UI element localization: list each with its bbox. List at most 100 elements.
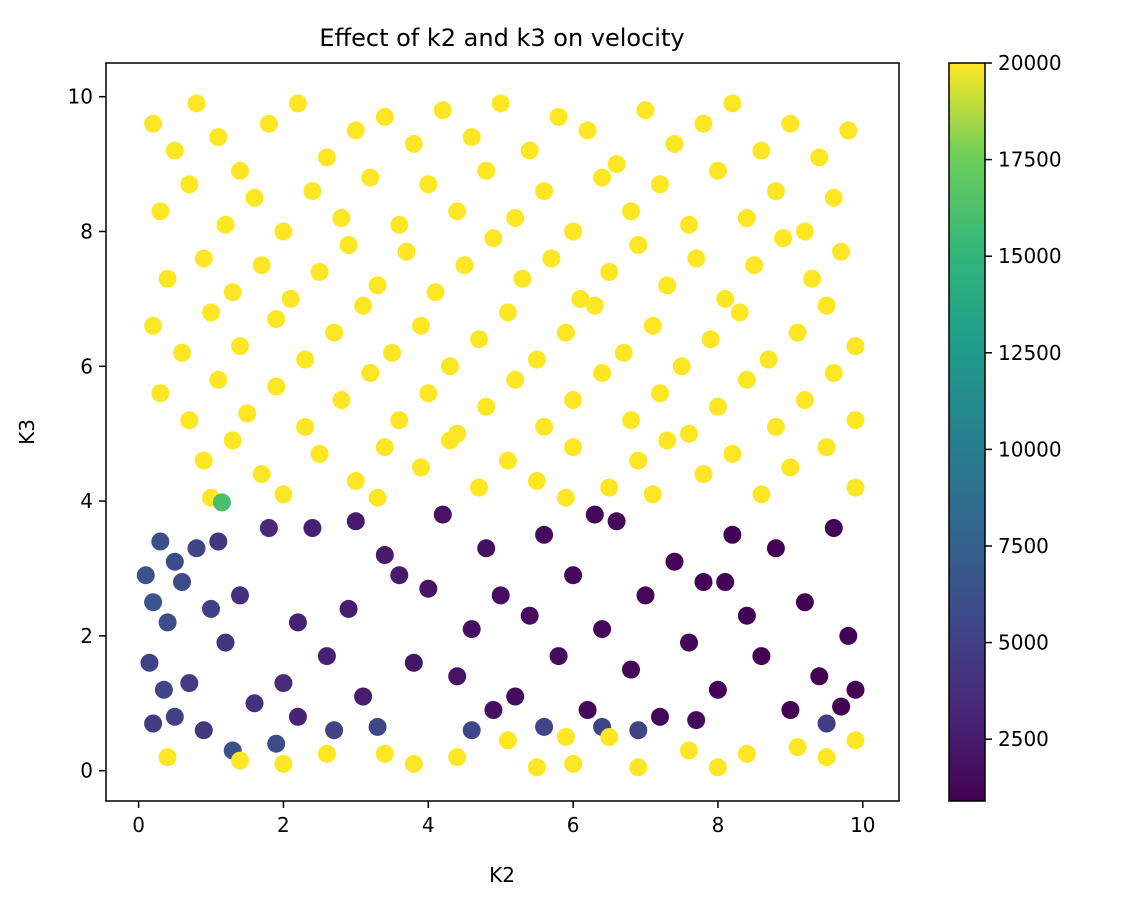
- data-point-13: [491, 94, 510, 113]
- data-point-91: [643, 316, 662, 335]
- data-point-178: [629, 721, 648, 740]
- data-point-204: [651, 707, 669, 726]
- data-point-6: [288, 94, 307, 113]
- data-point-161: [165, 707, 184, 726]
- data-point-133: [498, 451, 517, 470]
- data-point-68: [687, 249, 706, 268]
- x-tick-label-3: 6: [567, 813, 580, 837]
- y-tick-label-0: 0: [80, 759, 93, 783]
- data-point-50: [158, 269, 177, 288]
- y-tick-label-3: 6: [80, 354, 93, 378]
- data-point-192: [477, 539, 496, 558]
- data-point-215: [810, 667, 829, 686]
- data-point-17: [607, 155, 626, 174]
- data-point-88: [556, 323, 575, 342]
- data-point-113: [564, 391, 583, 409]
- data-point-220: [288, 707, 307, 726]
- data-point-131: [441, 431, 459, 450]
- data-point-243: [404, 754, 423, 773]
- data-point-239: [737, 744, 756, 763]
- data-point-45: [708, 161, 727, 180]
- data-point-60: [455, 256, 474, 275]
- data-point-237: [680, 741, 698, 760]
- data-point-9: [375, 107, 394, 126]
- data-point-196: [535, 525, 554, 544]
- data-point-22: [752, 141, 771, 160]
- data-point-44: [680, 215, 698, 234]
- data-point-197: [549, 647, 568, 666]
- data-point-61: [484, 229, 503, 248]
- data-point-39: [535, 182, 554, 201]
- data-point-108: [419, 384, 438, 403]
- data-point-122: [824, 364, 843, 382]
- data-point-1: [165, 141, 184, 160]
- data-point-95: [759, 350, 778, 369]
- data-point-167: [231, 586, 249, 605]
- y-tick-label-5: 10: [68, 85, 93, 109]
- data-point-71: [774, 229, 793, 248]
- data-point-30: [274, 222, 293, 241]
- data-point-210: [737, 606, 756, 625]
- data-point-28: [216, 215, 235, 234]
- data-point-32: [332, 209, 351, 227]
- data-point-200: [593, 620, 612, 639]
- data-point-10: [404, 134, 423, 153]
- data-point-41: [593, 168, 612, 187]
- data-point-127: [310, 444, 329, 463]
- data-point-110: [477, 397, 496, 416]
- data-point-174: [368, 717, 387, 736]
- data-point-90: [614, 343, 633, 362]
- data-point-78: [267, 310, 286, 329]
- chart-title: Effect of k2 and k3 on velocity: [319, 24, 684, 52]
- data-point-118: [708, 397, 727, 416]
- x-axis-title: K2: [489, 863, 515, 887]
- data-point-206: [680, 633, 698, 652]
- data-point-164: [194, 721, 213, 740]
- data-point-101: [209, 370, 228, 389]
- data-point-153: [165, 552, 184, 571]
- data-point-57: [368, 276, 387, 295]
- data-point-132: [470, 478, 488, 497]
- data-point-139: [694, 465, 713, 484]
- data-point-234: [556, 728, 575, 746]
- data-point-11: [433, 101, 452, 120]
- data-point-119: [737, 370, 756, 389]
- data-point-211: [752, 647, 771, 666]
- data-point-233: [527, 758, 546, 777]
- data-point-202: [622, 660, 640, 679]
- data-point-49: [824, 188, 843, 207]
- data-point-186: [390, 566, 409, 585]
- data-point-137: [629, 451, 648, 470]
- data-point-35: [419, 175, 438, 194]
- data-point-0: [144, 114, 163, 133]
- data-point-214: [795, 593, 814, 612]
- data-point-72: [803, 269, 822, 288]
- data-point-180: [288, 613, 307, 632]
- data-point-29: [245, 188, 264, 207]
- data-point-195: [520, 606, 539, 625]
- data-point-18: [636, 101, 655, 120]
- x-tick-label-4: 8: [712, 813, 725, 837]
- data-point-117: [680, 424, 698, 443]
- data-point-173: [325, 721, 344, 740]
- data-point-157: [187, 539, 206, 558]
- y-axis-title: K3: [15, 419, 39, 445]
- data-point-14: [520, 141, 539, 160]
- data-point-15: [549, 107, 568, 126]
- data-point-85: [470, 330, 488, 349]
- data-point-227: [231, 751, 249, 770]
- data-point-218: [846, 680, 865, 699]
- data-point-116: [651, 384, 669, 403]
- data-point-207: [694, 573, 713, 591]
- data-point-63: [542, 249, 561, 268]
- data-point-31: [303, 182, 322, 201]
- data-point-104: [296, 417, 315, 436]
- data-point-134: [527, 471, 546, 490]
- data-point-170: [274, 674, 293, 693]
- data-point-149: [643, 485, 662, 504]
- data-point-23: [781, 114, 800, 133]
- data-point-226: [158, 748, 177, 767]
- data-point-114: [593, 364, 612, 382]
- data-point-130: [412, 458, 430, 477]
- y-tick-label-1: 2: [80, 624, 93, 648]
